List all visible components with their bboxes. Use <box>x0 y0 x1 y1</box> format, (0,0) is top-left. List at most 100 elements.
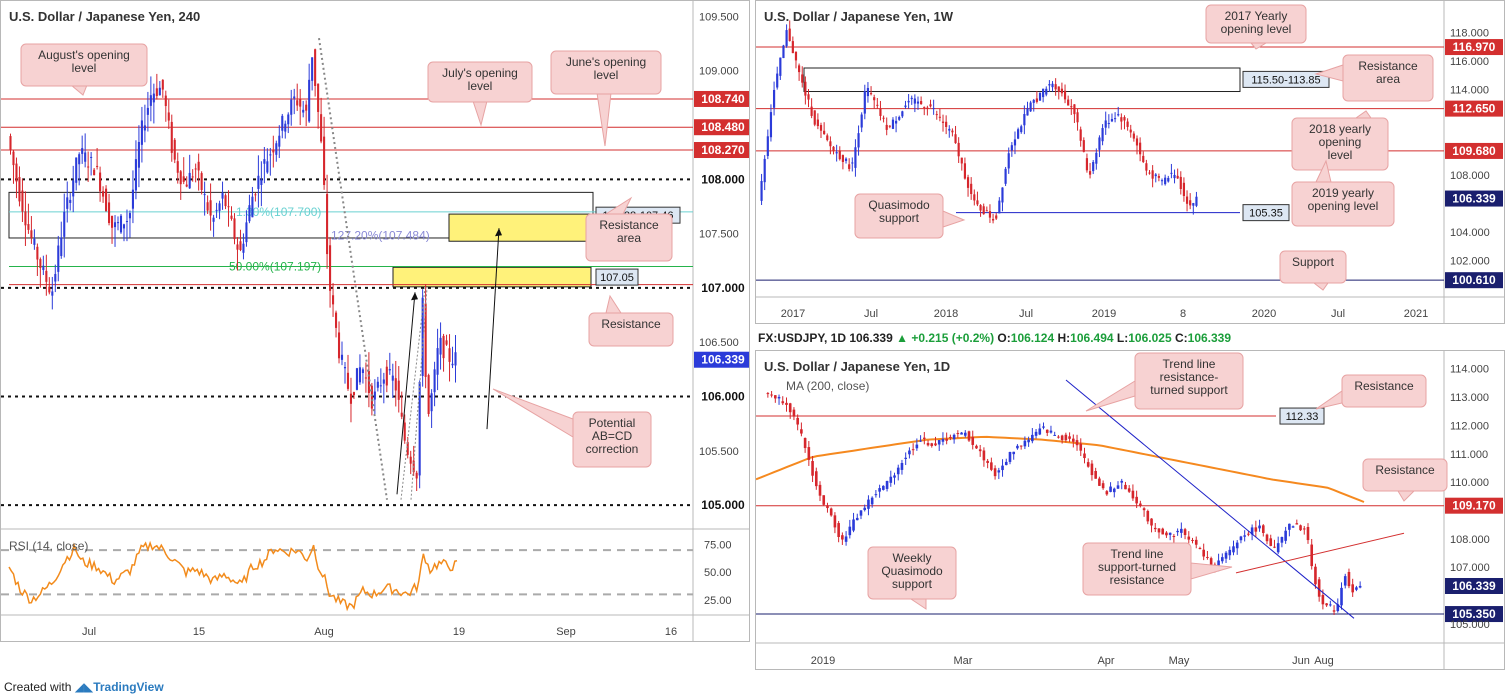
note-june-pointer <box>596 92 612 147</box>
candle-body <box>963 432 967 436</box>
candle-body <box>340 354 344 360</box>
candle-body <box>979 205 982 211</box>
note-2019-text: opening level <box>1308 199 1379 213</box>
candle-body <box>173 139 176 160</box>
candle-body <box>355 368 358 390</box>
candle-body <box>1217 560 1220 566</box>
daily-chart-title: U.S. Dollar / Japanese Yen, 1D <box>764 359 951 374</box>
support-label: 105.35 <box>1249 208 1283 220</box>
x-tick-label: 2019 <box>1092 308 1116 320</box>
x-tick-label: 2020 <box>1252 308 1276 320</box>
y-tick-label: 105.000 <box>1450 619 1490 631</box>
candle-body <box>1247 533 1250 535</box>
note-august-box <box>20 43 148 87</box>
candle-body <box>1126 121 1129 127</box>
candle-body <box>152 93 155 103</box>
candle-body <box>1045 88 1048 95</box>
candle-body <box>920 101 923 105</box>
note-2018-text: opening <box>1319 135 1362 149</box>
rsi-line <box>8 540 458 612</box>
candle-body <box>1104 120 1107 128</box>
note-abcd-text: Potential <box>589 416 636 430</box>
candle-body <box>970 183 973 195</box>
candle-body <box>1132 133 1135 139</box>
h4-chart-canvas[interactable]: 108.740 108.480 108.270 108.000 107.000 106.0… <box>1 1 750 642</box>
candle-body <box>137 141 140 168</box>
resistance-label-bg <box>595 268 639 286</box>
candle-body <box>794 51 798 61</box>
candle-body <box>937 440 941 445</box>
candle-body <box>1306 527 1310 541</box>
candle-body <box>945 121 948 127</box>
candle-body <box>1179 176 1182 190</box>
candle-body <box>149 95 152 106</box>
candle-body <box>816 119 819 127</box>
candle-body <box>1049 430 1053 433</box>
x-tick-label: Jul <box>864 308 878 320</box>
candle-body <box>394 378 397 391</box>
candle-body <box>400 412 403 417</box>
footer-brand[interactable]: TradingView <box>93 680 164 694</box>
weekly-chart-canvas[interactable]: 115.50-113.85 116.970 112.650 109.680 100.61… <box>756 1 1505 324</box>
candle-body <box>1228 549 1232 556</box>
candle-body <box>1135 496 1138 504</box>
candle-body <box>388 369 391 371</box>
candle-body <box>21 190 24 212</box>
h4-chart-panel[interactable]: 108.740 108.480 108.270 108.000 107.000 106.0… <box>0 0 750 642</box>
weekly-chart-panel[interactable]: 115.50-113.85 116.970 112.650 109.680 100.61… <box>755 0 1505 324</box>
x-tick-label: May <box>1169 655 1190 667</box>
round-number-tag: 107.000 <box>701 281 745 295</box>
candle-body <box>1060 435 1064 441</box>
candle-body <box>1302 528 1306 530</box>
candle-body <box>60 237 63 257</box>
candle-body <box>245 222 248 243</box>
note-resistance-area-text: Resistance <box>599 218 659 232</box>
candle-body <box>859 510 863 516</box>
candle-body <box>254 194 257 196</box>
note-quasimodo-pointer <box>942 210 966 228</box>
candle-body <box>957 142 960 157</box>
rsi-tick-label: 50.00 <box>704 567 732 579</box>
candle-body <box>1063 90 1067 100</box>
note-weekly-quasimodo-text: support <box>892 577 933 591</box>
candle-body <box>1164 177 1167 185</box>
candle-body <box>893 475 896 478</box>
candle-body <box>448 348 451 362</box>
candle-body <box>1112 488 1116 493</box>
candle-body <box>1101 483 1105 489</box>
candle-body <box>194 168 197 170</box>
daily-chart-panel[interactable]: 109.170 105.350 112.33 106.339 114.000 113.00… <box>755 350 1505 670</box>
candle-body <box>424 303 427 377</box>
candle-body <box>822 495 826 505</box>
candle-body <box>197 161 200 171</box>
candle-body <box>209 200 212 216</box>
candle-body <box>1192 203 1195 206</box>
candle-body <box>1321 594 1325 605</box>
candle-body <box>854 147 857 168</box>
candle-body <box>1123 117 1126 121</box>
y-tick-label: 107.000 <box>1450 562 1490 574</box>
candle-body <box>75 157 78 183</box>
candle-body <box>852 519 855 531</box>
candle-body <box>869 93 873 95</box>
candle-body <box>445 340 448 345</box>
candle-body <box>1176 530 1179 533</box>
y-tick-label: 118.000 <box>1450 27 1489 39</box>
level-price-tag: 108.270 <box>701 143 745 157</box>
candle-body <box>1176 175 1179 179</box>
candle-body <box>1154 174 1157 177</box>
candle-body <box>143 125 146 131</box>
candle-body <box>1067 99 1070 106</box>
candle-body <box>1090 463 1094 476</box>
daily-chart-canvas[interactable]: 109.170 105.350 112.33 106.339 114.000 113.00… <box>756 351 1505 670</box>
candle-body <box>807 94 810 100</box>
x-tick-label: 2021 <box>1404 308 1428 320</box>
candle-body <box>1145 163 1148 171</box>
candle-body <box>332 295 335 305</box>
note-trend-resistance-pointer <box>1190 562 1233 580</box>
candle-body <box>1072 438 1075 442</box>
high-label: H: <box>1057 331 1071 345</box>
candle-body <box>1358 585 1362 588</box>
candle-body <box>30 230 33 238</box>
candle-body <box>334 312 338 328</box>
